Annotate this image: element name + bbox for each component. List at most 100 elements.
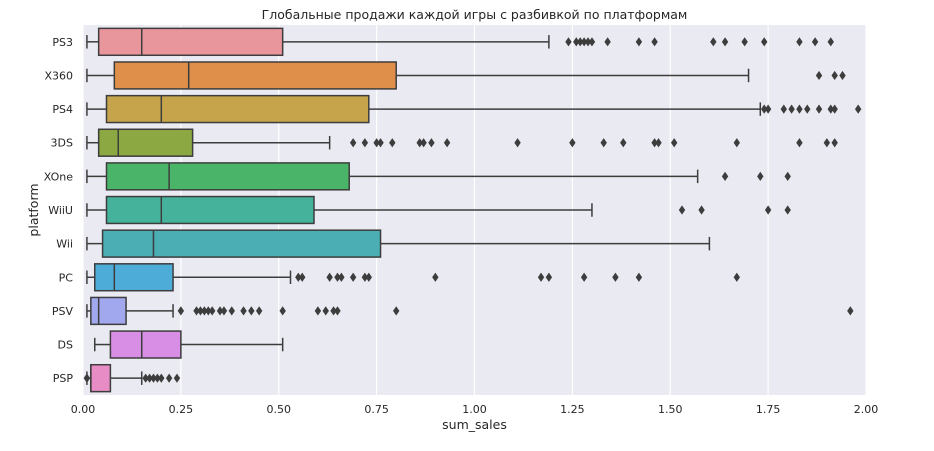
outlier-point	[299, 272, 306, 282]
outlier-point	[600, 138, 607, 148]
iqr-box	[97, 128, 194, 157]
outlier-point	[248, 306, 255, 316]
outlier-point	[804, 104, 811, 114]
iqr-box	[105, 94, 370, 124]
outlier-point	[764, 205, 772, 215]
outlier-point	[811, 37, 819, 47]
outlier-point	[796, 104, 803, 114]
y-tick-label: 3DS	[51, 137, 73, 150]
outlier-point	[377, 138, 384, 148]
box-pc	[86, 263, 741, 292]
x-tick-label: 0.75	[364, 403, 389, 416]
x-tick-label: 2.00	[854, 403, 879, 416]
outlier-point	[295, 272, 302, 282]
outlier-point	[361, 272, 369, 282]
outlier-point	[334, 306, 341, 316]
iqr-box	[97, 27, 284, 57]
outlier-point	[721, 171, 729, 181]
outlier-point	[334, 272, 341, 282]
outlier-point	[796, 37, 803, 47]
x-axis-label: sum_sales	[442, 417, 507, 432]
outlier-point	[580, 272, 588, 282]
box-3ds	[86, 128, 838, 157]
outlier-point	[173, 373, 181, 383]
outlier-point	[788, 104, 795, 114]
outlier-point	[514, 138, 521, 148]
iqr-box	[105, 162, 350, 191]
outlier-point	[780, 104, 787, 114]
outlier-point	[612, 272, 619, 282]
box-xone	[86, 162, 791, 191]
y-tick-label: XOne	[44, 170, 73, 183]
iqr-box	[109, 330, 182, 359]
outlier-point	[847, 306, 854, 316]
outlier-point	[330, 306, 337, 316]
outlier-point	[651, 37, 658, 47]
outlier-point	[854, 104, 862, 114]
outlier-point	[443, 138, 451, 148]
outlier-point	[228, 306, 235, 316]
outlier-point	[651, 138, 658, 148]
outlier-point	[393, 306, 400, 316]
outlier-point	[338, 272, 345, 282]
outlier-point	[428, 138, 435, 148]
outlier-point	[831, 104, 838, 114]
outlier-point	[733, 272, 741, 282]
outlier-point	[349, 272, 357, 282]
outlier-point	[815, 104, 823, 114]
outlier-point	[432, 272, 439, 282]
outlier-point	[279, 306, 286, 316]
outlier-point	[733, 138, 741, 148]
iqr-box	[90, 296, 127, 326]
outlier-point	[827, 37, 834, 47]
iqr-box	[105, 195, 315, 225]
outlier-point	[710, 37, 717, 47]
outlier-point	[197, 306, 204, 316]
outlier-point	[827, 104, 834, 114]
outlier-point	[655, 138, 662, 148]
outlier-point	[314, 306, 322, 316]
box-ds	[93, 330, 284, 359]
outlier-point	[83, 373, 91, 383]
x-tick-label: 0.00	[71, 403, 96, 416]
outlier-point	[764, 104, 772, 114]
outlier-point	[577, 37, 584, 47]
outlier-point	[146, 373, 153, 383]
y-tick-label: PSV	[52, 305, 74, 318]
outlier-point	[416, 138, 423, 148]
x-axis: 0.00 0.25 0.50 0.75 1.00 1.25 1.50 1.75 2.00	[71, 403, 879, 416]
outlier-point	[420, 138, 427, 148]
x-tick-label: 1.00	[462, 403, 487, 416]
outlier-point	[326, 272, 333, 282]
y-tick-label: DS	[58, 339, 73, 352]
outlier-point	[158, 373, 165, 383]
chart-title: Глобальные продажи каждой игры с разбивк…	[262, 7, 688, 22]
outlier-point	[670, 138, 678, 148]
outlier-point	[588, 37, 596, 47]
box-psp	[83, 363, 181, 393]
outlier-point	[784, 171, 791, 181]
outlier-point	[373, 138, 380, 148]
outlier-point	[584, 37, 592, 47]
outlier-point	[165, 373, 173, 383]
outlier-point	[322, 306, 329, 316]
outlier-point	[569, 138, 576, 148]
y-tick-label: PSP	[53, 372, 74, 385]
y-tick-label: X360	[44, 69, 73, 82]
outlier-point	[537, 272, 545, 282]
y-tick-label: PS3	[52, 36, 73, 49]
outlier-point	[565, 37, 572, 47]
iqr-box	[90, 363, 112, 393]
outlier-point	[761, 37, 768, 47]
x-tick-label: 1.25	[560, 403, 585, 416]
y-axis-label: platform	[26, 183, 41, 236]
y-axis: PS3 X360 PS4 3DS XOne WiiU Wii PC PSV DS PSP	[44, 36, 74, 385]
outlier-point	[741, 37, 748, 47]
box-wii	[86, 229, 711, 258]
iqr-box	[113, 61, 397, 90]
outlier-point	[365, 272, 372, 282]
outlier-point	[201, 306, 208, 316]
outlier-point	[761, 104, 768, 114]
outlier-point	[177, 306, 185, 316]
y-tick-label: PC	[59, 271, 74, 284]
